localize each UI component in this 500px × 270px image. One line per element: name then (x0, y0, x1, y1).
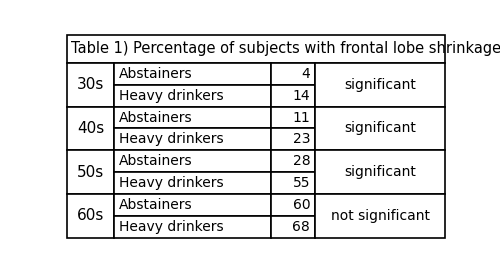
Bar (315, 194, 446, 238)
Text: 4: 4 (302, 67, 310, 81)
Bar (272, 194, 315, 216)
Bar (67, 194, 114, 238)
Bar (67, 35, 446, 63)
Text: Heavy drinkers: Heavy drinkers (119, 89, 224, 103)
Bar (114, 129, 272, 150)
Text: 14: 14 (292, 89, 310, 103)
Text: 60: 60 (292, 198, 310, 212)
Bar (114, 150, 272, 172)
Text: 60s: 60s (77, 208, 104, 224)
Bar (272, 216, 315, 238)
Text: 68: 68 (292, 220, 310, 234)
Bar (272, 107, 315, 129)
Bar (67, 63, 114, 107)
Bar (272, 63, 315, 85)
Text: Abstainers: Abstainers (119, 198, 192, 212)
Bar (272, 150, 315, 172)
Text: significant: significant (344, 78, 416, 92)
Text: Heavy drinkers: Heavy drinkers (119, 220, 224, 234)
Bar (114, 85, 272, 107)
Text: Table 1) Percentage of subjects with frontal lobe shrinkage: Table 1) Percentage of subjects with fro… (71, 41, 500, 56)
Bar (315, 107, 446, 150)
Bar (114, 107, 272, 129)
Text: 55: 55 (292, 176, 310, 190)
Bar (272, 172, 315, 194)
Bar (272, 85, 315, 107)
Text: 50s: 50s (77, 165, 104, 180)
Text: significant: significant (344, 122, 416, 136)
Bar (114, 172, 272, 194)
Text: 23: 23 (292, 132, 310, 146)
Text: 40s: 40s (77, 121, 104, 136)
Text: 28: 28 (292, 154, 310, 168)
Text: not significant: not significant (330, 209, 430, 223)
Bar (272, 129, 315, 150)
Bar (114, 216, 272, 238)
Text: 30s: 30s (77, 77, 104, 92)
Text: Heavy drinkers: Heavy drinkers (119, 132, 224, 146)
Bar (315, 150, 446, 194)
Bar (315, 63, 446, 107)
Bar (114, 194, 272, 216)
Bar (67, 107, 114, 150)
Text: Abstainers: Abstainers (119, 110, 192, 124)
Bar (67, 150, 114, 194)
Text: 11: 11 (292, 110, 310, 124)
Bar (114, 63, 272, 85)
Text: significant: significant (344, 165, 416, 179)
Text: Heavy drinkers: Heavy drinkers (119, 176, 224, 190)
Text: Abstainers: Abstainers (119, 154, 192, 168)
Text: Abstainers: Abstainers (119, 67, 192, 81)
